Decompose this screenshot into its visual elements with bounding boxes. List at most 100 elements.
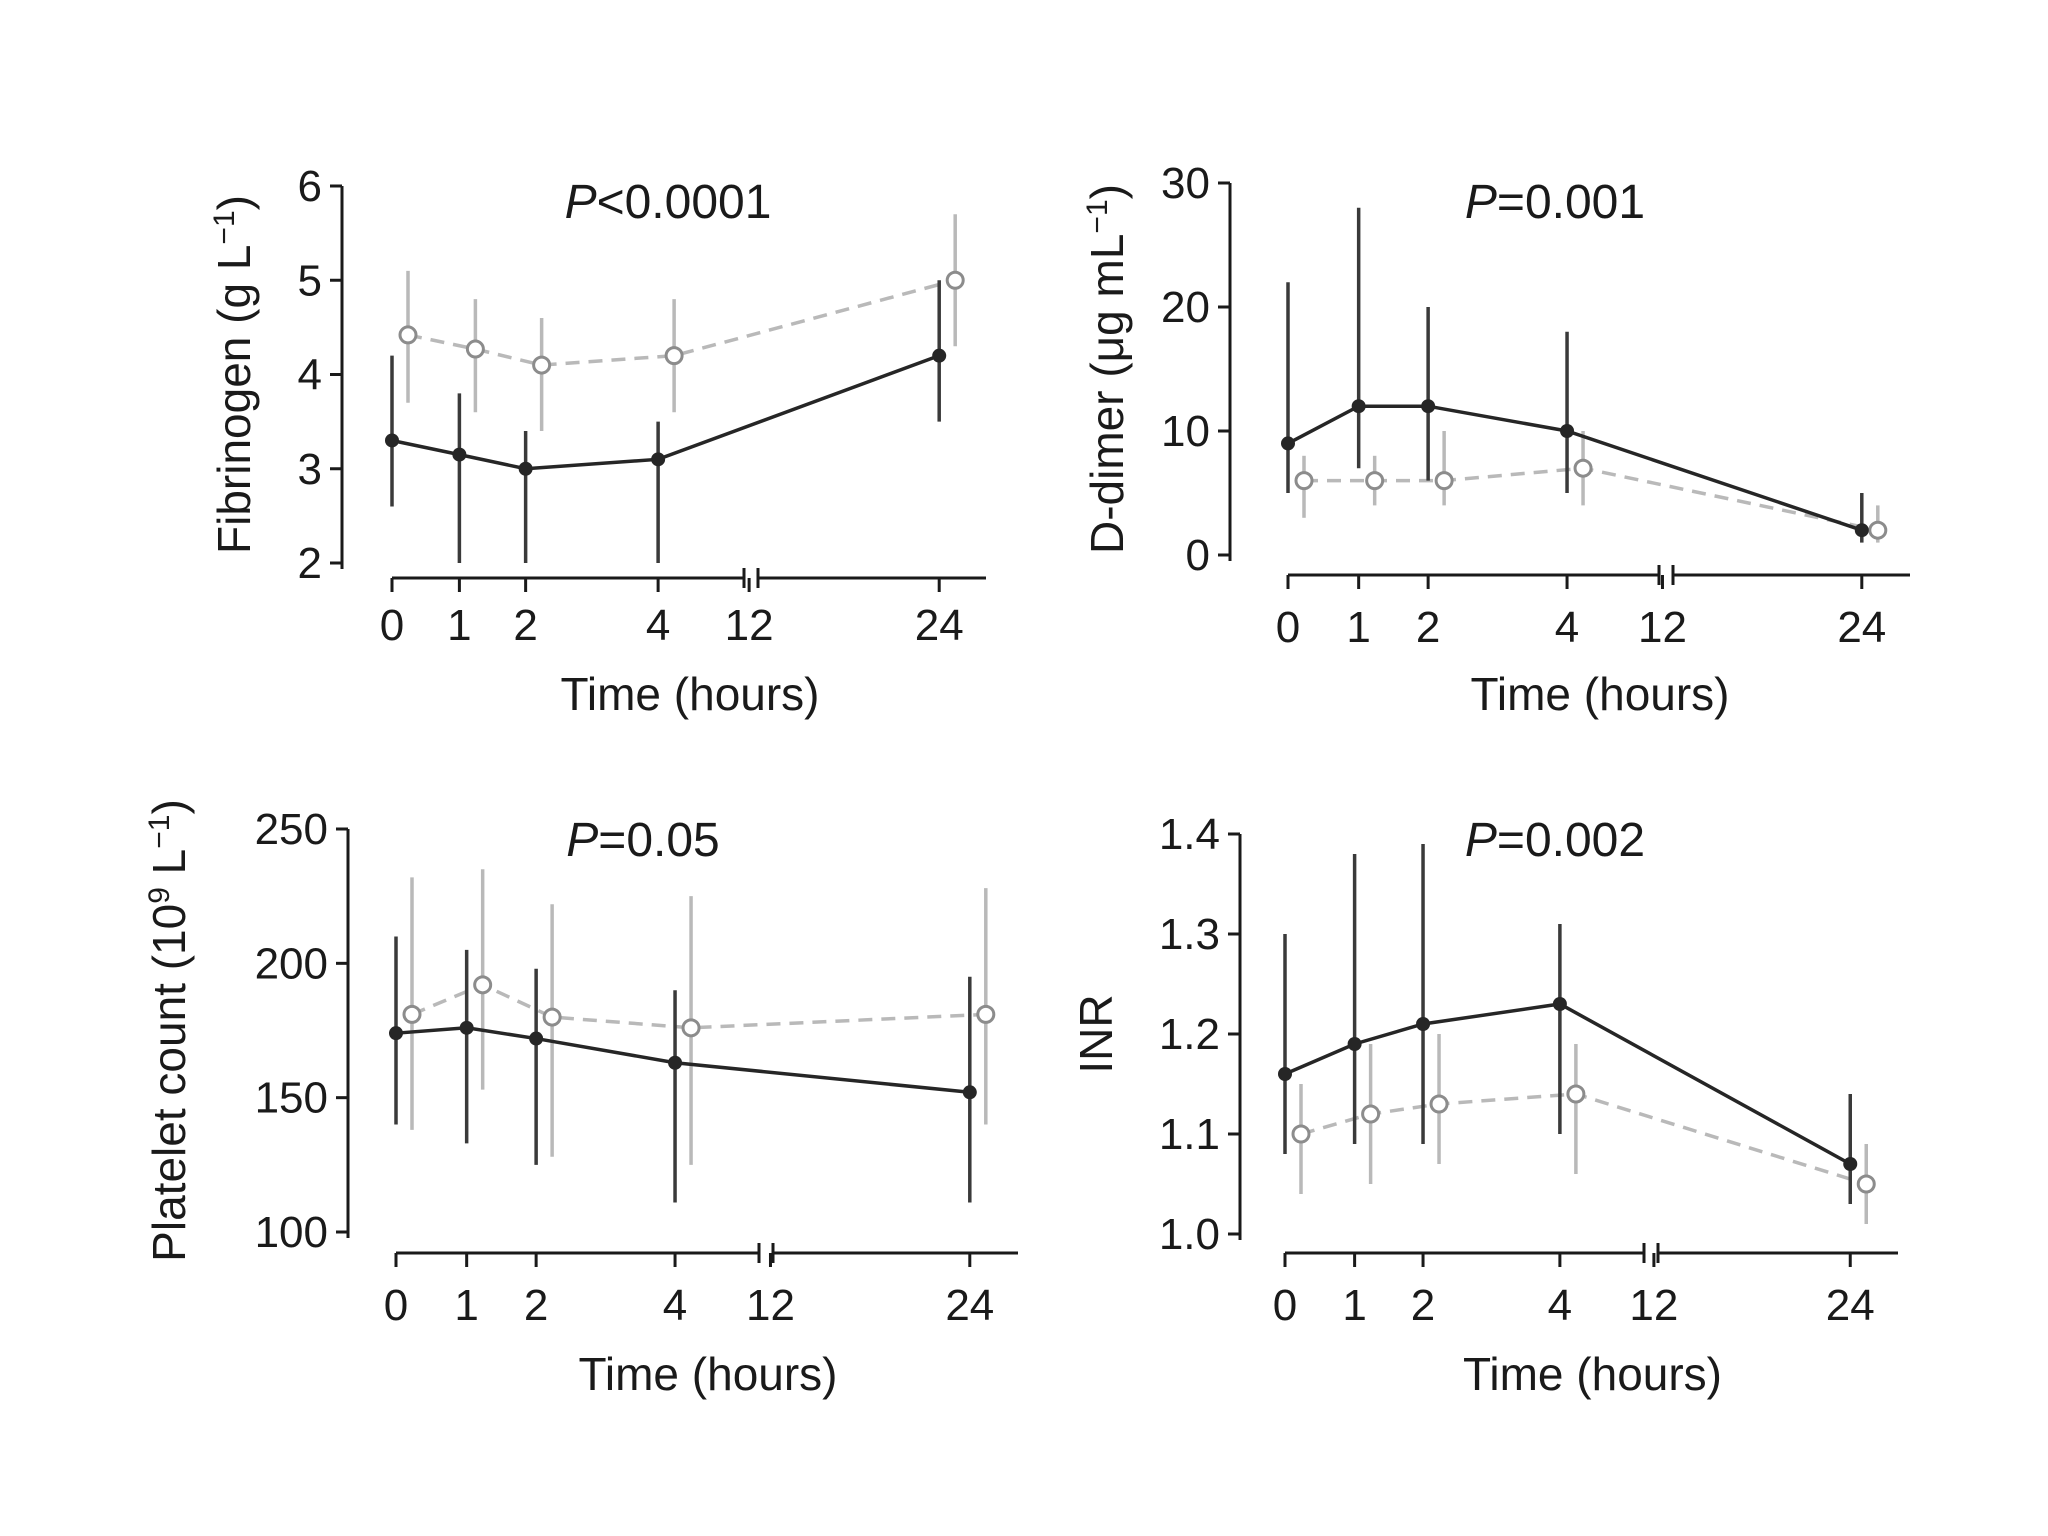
x-tick-label: 12 [1629, 1281, 1678, 1330]
y-tick-label: 200 [255, 939, 328, 988]
x-tick-label: 12 [725, 601, 774, 650]
data-point-filled [1278, 1067, 1292, 1081]
y-tick-label: 30 [1161, 159, 1210, 208]
data-point-open [1856, 1174, 1876, 1194]
data-point-filled [452, 447, 467, 462]
data-point-open [1365, 471, 1385, 491]
series-open [402, 869, 996, 1165]
y-tick-label: 1.2 [1159, 1010, 1220, 1059]
y-axis-label: Fibrinogen (g L−1) [208, 195, 261, 554]
y-tick-label: 150 [255, 1074, 328, 1123]
data-point-filled [932, 348, 947, 363]
data-point-filled [529, 1031, 544, 1046]
data-point-filled [518, 461, 533, 476]
x-tick-label: 4 [1555, 603, 1579, 652]
series-filled [389, 936, 977, 1203]
x-axis-label: Time (hours) [1471, 668, 1730, 720]
data-point-open [402, 1004, 422, 1024]
y-tick-label: 6 [298, 162, 322, 211]
series-filled [1281, 207, 1869, 543]
data-point-open [465, 339, 485, 359]
data-point-filled [668, 1055, 683, 1070]
data-point-filled [1854, 523, 1869, 538]
data-point-open [1434, 471, 1454, 491]
x-tick-label: 0 [384, 1281, 408, 1330]
x-tick-label: 2 [524, 1281, 548, 1330]
series-filled [1278, 844, 1858, 1204]
data-point-open [542, 1007, 562, 1027]
panel-title: P<0.0001 [565, 176, 772, 229]
x-tick-label: 2 [1411, 1281, 1435, 1330]
data-point-open [664, 346, 684, 366]
y-axis-label-part: ) [143, 799, 195, 814]
y-tick-label: 250 [255, 805, 328, 854]
data-point-filled [1281, 436, 1295, 451]
x-tick-label: 12 [1638, 603, 1687, 652]
data-point-open [945, 270, 965, 290]
x-tick-label: 24 [915, 601, 964, 650]
y-axis-label-part: ) [208, 195, 260, 210]
y-axis-label: D-dimer (μg mL−1) [1081, 184, 1134, 554]
y-tick-label: 1.3 [1159, 910, 1220, 959]
title-p-value: =0.05 [598, 814, 719, 867]
data-point-open [1868, 520, 1888, 540]
y-tick-label: 3 [298, 445, 322, 494]
series-line [1300, 1092, 1867, 1186]
data-point-filled [1347, 1037, 1362, 1051]
data-point-filled [962, 1085, 977, 1100]
panel-title: P=0.001 [1465, 176, 1645, 229]
series-line [1304, 466, 1879, 532]
series-open [398, 214, 965, 432]
data-point-filled [385, 433, 399, 448]
data-point-filled [651, 452, 666, 467]
x-axis-label: Time (hours) [579, 1348, 838, 1400]
x-tick-label: 24 [1826, 1281, 1875, 1330]
data-point-filled [1351, 399, 1366, 414]
y-axis-label-superscript: 9 [143, 887, 176, 904]
x-tick-label: 2 [1416, 603, 1440, 652]
y-tick-label: 2 [298, 539, 322, 588]
title-p-symbol: P [566, 814, 598, 867]
data-point-filled [459, 1020, 474, 1035]
y-axis-label-superscript: −1 [1081, 199, 1114, 233]
x-tick-label: 1 [447, 601, 471, 650]
data-point-open [1566, 1084, 1586, 1104]
y-tick-label: 100 [255, 1208, 328, 1257]
y-axis-label: Platelet count (109 L−1) [143, 799, 196, 1262]
data-point-open [681, 1018, 701, 1038]
x-tick-label: 24 [945, 1281, 994, 1330]
data-point-filled [1421, 399, 1436, 414]
data-point-open [532, 355, 552, 375]
x-axis-label: Time (hours) [561, 668, 820, 720]
y-tick-label: 20 [1161, 283, 1210, 332]
y-tick-label: 0 [1186, 531, 1210, 580]
series-open [1291, 1034, 1876, 1224]
x-tick-label: 1 [454, 1281, 478, 1330]
panel-title: P=0.05 [566, 814, 719, 867]
x-tick-label: 0 [1276, 603, 1300, 652]
y-axis-label: INR [1070, 994, 1122, 1073]
data-point-filled [1560, 424, 1575, 438]
y-axis-label-part: INR [1070, 994, 1122, 1073]
title-p-symbol: P [1465, 814, 1497, 867]
x-tick-label: 12 [746, 1281, 795, 1330]
x-axis-label: Time (hours) [1463, 1348, 1722, 1400]
y-axis-label-part: D-dimer (μg mL [1081, 234, 1133, 554]
x-tick-label: 1 [1346, 603, 1370, 652]
x-tick-label: 1 [1342, 1281, 1366, 1330]
y-tick-label: 5 [298, 256, 322, 305]
y-axis-label-superscript: −1 [208, 210, 241, 244]
x-tick-label: 4 [1548, 1281, 1572, 1330]
series-open [1294, 431, 1888, 543]
series-filled [385, 280, 947, 563]
x-tick-label: 0 [380, 601, 404, 650]
x-tick-label: 2 [513, 601, 537, 650]
y-tick-label: 1.4 [1159, 810, 1220, 859]
x-tick-label: 4 [646, 601, 670, 650]
data-point-open [473, 975, 493, 995]
